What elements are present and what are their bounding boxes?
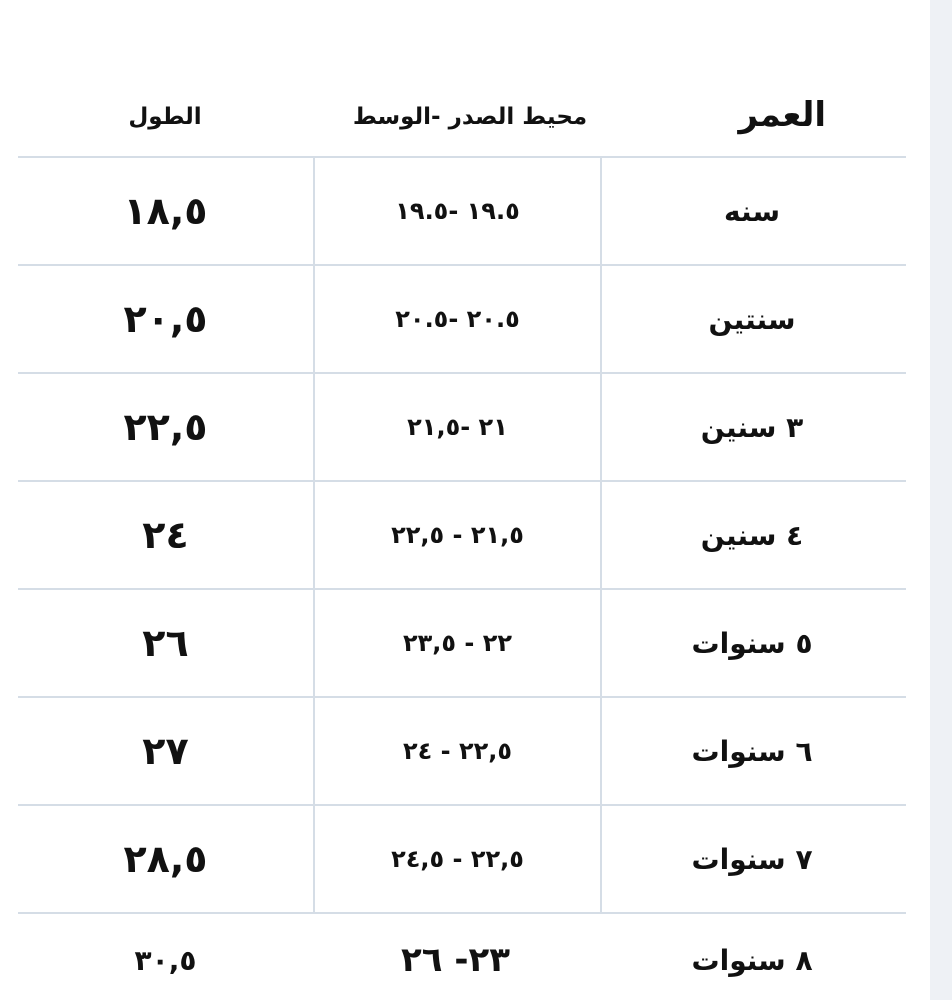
age-cell: ٣ سنين: [598, 374, 906, 480]
chest-waist-cell: ١٩.٥ -١٩.٥: [313, 158, 602, 264]
chest-waist-value: ٢٣- ٢٦: [401, 940, 510, 980]
table-row: ٧ سنوات ٢٢,٥ - ٢٤,٥ ٢٨,٥: [18, 804, 906, 912]
length-value: ٢٤: [142, 513, 189, 557]
length-cell: ٢٦: [18, 590, 313, 696]
size-table: سنه ١٩.٥ -١٩.٥ ١٨,٥ سنتين ٢٠.٥ -٢٠.٥ ٢٠,٥ ٣ سن…: [18, 156, 906, 1006]
table-row: سنتين ٢٠.٥ -٢٠.٥ ٢٠,٥: [18, 264, 906, 372]
chest-waist-value: ٢١ -٢١,٥: [407, 413, 508, 441]
chest-waist-cell: ٢١ -٢١,٥: [313, 374, 602, 480]
age-cell: سنتين: [598, 266, 906, 372]
length-cell: ٢٨,٥: [18, 806, 313, 912]
length-cell: ٢٧: [18, 698, 313, 804]
age-value: ٦ سنوات: [691, 734, 813, 768]
chest-waist-cell: ٢٠.٥ -٢٠.٥: [313, 266, 602, 372]
length-cell: ٣٠,٥: [18, 914, 313, 1006]
chest-waist-cell: ٢٣- ٢٦: [313, 914, 598, 1006]
age-cell: ٥ سنوات: [598, 590, 906, 696]
header-chest-waist: محيط الصدر -الوسط: [352, 104, 588, 130]
chest-waist-value: ٢٢ - ٢٣,٥: [402, 629, 513, 657]
table-row: ٣ سنين ٢١ -٢١,٥ ٢٢,٥: [18, 372, 906, 480]
page-edge: [930, 0, 952, 1000]
length-value: ٢٠,٥: [123, 297, 208, 341]
table-row: سنه ١٩.٥ -١٩.٥ ١٨,٥: [18, 156, 906, 264]
length-value: ٢٨,٥: [123, 837, 208, 881]
table-row: ٨ سنوات ٢٣- ٢٦ ٣٠,٥: [18, 912, 906, 1006]
age-cell: ٨ سنوات: [598, 914, 906, 1006]
chest-waist-value: ١٩.٥ -١٩.٥: [395, 197, 520, 225]
length-cell: ٢٤: [18, 482, 313, 588]
age-cell: سنه: [598, 158, 906, 264]
table-row: ٥ سنوات ٢٢ - ٢٣,٥ ٢٦: [18, 588, 906, 696]
chest-waist-value: ٢٢,٥ - ٢٤: [402, 737, 513, 765]
age-value: ٥ سنوات: [691, 626, 813, 660]
length-cell: ٢٠,٥: [18, 266, 313, 372]
length-value: ٢٧: [142, 729, 189, 773]
length-value: ٢٦: [142, 621, 189, 665]
length-cell: ١٨,٥: [18, 158, 313, 264]
age-value: ٤ سنين: [700, 518, 804, 552]
chest-waist-value: ٢١,٥ - ٢٢,٥: [391, 521, 524, 549]
chest-waist-value: ٢٢,٥ - ٢٤,٥: [391, 845, 524, 873]
age-value: ٧ سنوات: [691, 842, 813, 876]
age-value: ٨ سنوات: [691, 943, 813, 977]
age-value: ٣ سنين: [700, 410, 804, 444]
age-cell: ٦ سنوات: [598, 698, 906, 804]
chest-waist-value: ٢٠.٥ -٢٠.٥: [395, 305, 520, 333]
length-cell: ٢٢,٥: [18, 374, 313, 480]
chest-waist-cell: ٢٢,٥ - ٢٤: [313, 698, 602, 804]
header-age: العمر: [738, 95, 826, 135]
header-length: الطول: [128, 104, 202, 130]
length-value: ١٨,٥: [123, 189, 208, 233]
length-value: ٢٢,٥: [123, 405, 208, 449]
chest-waist-cell: ٢١,٥ - ٢٢,٥: [313, 482, 602, 588]
age-cell: ٧ سنوات: [598, 806, 906, 912]
chest-waist-cell: ٢٢,٥ - ٢٤,٥: [313, 806, 602, 912]
age-cell: ٤ سنين: [598, 482, 906, 588]
chest-waist-cell: ٢٢ - ٢٣,٥: [313, 590, 602, 696]
table-row: ٤ سنين ٢١,٥ - ٢٢,٥ ٢٤: [18, 480, 906, 588]
age-value: سنه: [724, 194, 780, 228]
table-row: ٦ سنوات ٢٢,٥ - ٢٤ ٢٧: [18, 696, 906, 804]
age-value: سنتين: [708, 302, 796, 336]
length-value: ٣٠,٥: [134, 943, 197, 977]
